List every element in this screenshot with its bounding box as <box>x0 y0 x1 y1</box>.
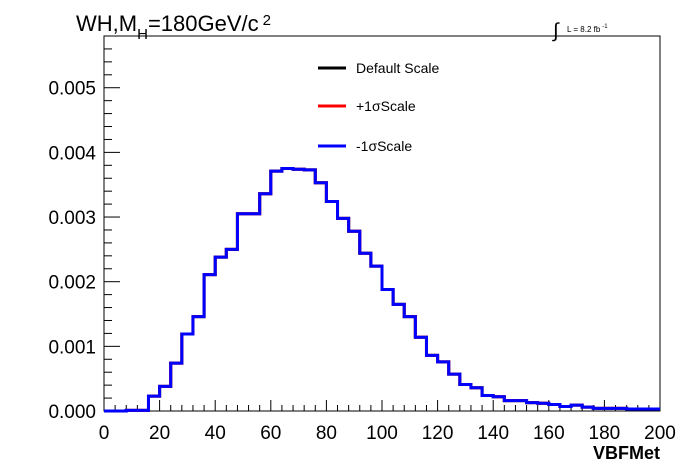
y-tick-label: 0.001 <box>48 337 96 358</box>
x-tick-label: 40 <box>205 423 226 444</box>
legend: Default Scale +1σScale -1σScale <box>318 60 439 154</box>
y-tick-label: 0.003 <box>48 208 96 229</box>
legend-label: Default Scale <box>356 60 439 76</box>
y-tick-label: 0.000 <box>48 402 96 423</box>
integral-symbol: ∫ <box>552 20 560 42</box>
y-tick-label: 0.004 <box>48 143 96 164</box>
title-rest: =180GeV/c <box>148 11 259 36</box>
series-line-2 <box>104 167 660 413</box>
luminosity-superscript: -1 <box>602 24 608 30</box>
chart-title: WH,MH=180GeV/c 2 <box>76 11 271 43</box>
luminosity-label: L = 8.2 fb -1 <box>567 24 608 34</box>
x-tick-label: 140 <box>477 423 509 444</box>
x-tick-label: 200 <box>644 423 676 444</box>
y-tick-label: 0.005 <box>48 79 96 100</box>
x-tick-label: 160 <box>533 423 565 444</box>
series-group <box>104 167 660 413</box>
legend-label: +1σScale <box>356 98 416 114</box>
x-tick-label: 60 <box>260 423 281 444</box>
x-tick-label: 20 <box>149 423 170 444</box>
x-tick-label: 0 <box>99 423 110 444</box>
x-tick-label: 180 <box>589 423 621 444</box>
legend-label: -1σScale <box>356 138 412 154</box>
x-axis-label: VBFMet <box>593 443 660 463</box>
x-tick-label: 80 <box>316 423 337 444</box>
title-subscript: H <box>137 26 148 43</box>
x-tick-label: 100 <box>366 423 398 444</box>
title-superscript: 2 <box>263 12 271 29</box>
x-tick-label: 120 <box>422 423 454 444</box>
y-tick-label: 0.002 <box>48 273 96 294</box>
luminosity-text: L = 8.2 fb <box>567 25 601 34</box>
title-main: WH,M <box>76 11 137 36</box>
axes: 0 20 40 60 80 100 120 140 160 180 200 0.000 0.001 0.0… <box>48 35 676 444</box>
